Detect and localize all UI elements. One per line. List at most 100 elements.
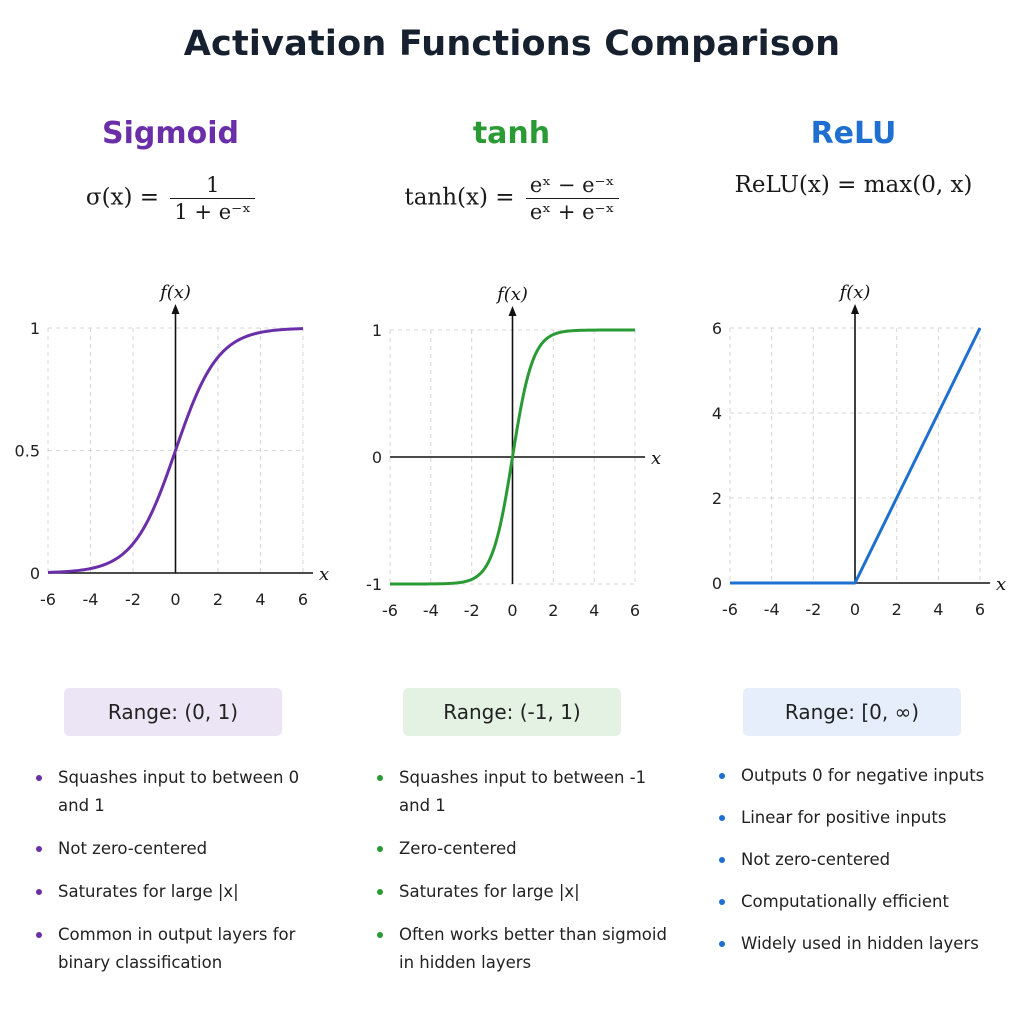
- y-tick-label: 0: [712, 574, 722, 593]
- bullet-list: Squashes input to between 0 and 1 Not ze…: [34, 764, 334, 977]
- list-item: Widely used in hidden layers: [717, 930, 1017, 958]
- chart-sigmoid: f(x) x -6 -4 -2 0 2 4 6 0 0.5 1: [15, 282, 330, 609]
- bullet-text: Zero-centered: [399, 839, 517, 858]
- range-badge: Range: (0, 1): [64, 688, 282, 736]
- x-tick-label: 4: [255, 590, 265, 609]
- bullet-text: Saturates for large |x|: [399, 882, 580, 901]
- x-tick-label: 0: [170, 590, 180, 609]
- x-tick-label: 0: [507, 601, 517, 620]
- y-axis-label: f(x): [158, 282, 191, 303]
- panel-tanh: tanh tanh(x) = eˣ − e⁻ˣ eˣ + e⁻ˣ f(x) x -6…: [341, 0, 682, 1024]
- bullet-text: Squashes input to between 0 and 1: [58, 768, 300, 815]
- x-tick-label: -6: [40, 590, 56, 609]
- function-name: Sigmoid: [102, 116, 239, 151]
- bullet-dot-icon: [719, 815, 725, 821]
- list-item: Zero-centered: [375, 835, 675, 863]
- formula-lhs: ReLU(x) = max(0, x): [734, 172, 973, 198]
- bullet-dot-icon: [36, 846, 42, 852]
- bullet-text: Often works better than sigmoid in hidde…: [399, 925, 667, 972]
- x-tick-label: -4: [423, 601, 439, 620]
- list-item: Squashes input to between -1 and 1: [375, 764, 675, 820]
- formula-denominator: eˣ + e⁻ˣ: [529, 200, 615, 224]
- y-tick-label: -1: [366, 575, 382, 594]
- list-item: Saturates for large |x|: [375, 878, 675, 906]
- list-item: Computationally efficient: [717, 888, 1017, 916]
- range-badge: Range: (-1, 1): [403, 688, 621, 736]
- y-tick-label: 0.5: [15, 442, 40, 461]
- bullet-dot-icon: [36, 775, 42, 781]
- bullet-dot-icon: [377, 889, 383, 895]
- x-tick-label: 4: [589, 601, 599, 620]
- bullet-dot-icon: [719, 941, 725, 947]
- bullet-text: Not zero-centered: [741, 850, 891, 869]
- list-item: Not zero-centered: [34, 835, 334, 863]
- list-item: Common in output layers for binary class…: [34, 921, 334, 977]
- x-tick-label: 6: [298, 590, 308, 609]
- y-tick-label: 1: [372, 321, 382, 340]
- bullet-dot-icon: [36, 889, 42, 895]
- x-tick-label: -4: [83, 590, 99, 609]
- series-line: [729, 327, 982, 585]
- y-tick-label: 6: [712, 319, 722, 338]
- bullet-dot-icon: [377, 775, 383, 781]
- bullet-text: Linear for positive inputs: [741, 808, 947, 827]
- y-axis-arrow-icon: [508, 306, 517, 316]
- series-line: [47, 327, 304, 574]
- bullet-text: Computationally efficient: [741, 892, 949, 911]
- y-axis-label: f(x): [495, 284, 528, 305]
- page-title: Activation Functions Comparison: [183, 24, 841, 64]
- formula: tanh(x) = eˣ − e⁻ˣ eˣ + e⁻ˣ: [341, 172, 682, 225]
- x-tick-label: -6: [382, 601, 398, 620]
- bullet-list: Squashes input to between -1 and 1 Zero-…: [375, 764, 675, 977]
- bullet-text: Outputs 0 for negative inputs: [741, 766, 985, 785]
- chart-tanh: f(x) x -6 -4 -2 0 2 4 6 -1 0 1: [366, 284, 661, 620]
- y-tick-label: 0: [30, 564, 40, 583]
- x-tick-label: -6: [722, 600, 738, 619]
- y-tick-label: 0: [372, 448, 382, 467]
- list-item: Often works better than sigmoid in hidde…: [375, 921, 675, 977]
- chart-relu: f(x) x -6 -4 -2 0 2 4 6 0 2 4 6: [712, 282, 1006, 619]
- formula: σ(x) = 1 1 + e⁻ˣ: [0, 172, 341, 225]
- formula-numerator: eˣ − e⁻ˣ: [525, 172, 619, 199]
- y-axis-arrow-icon: [851, 304, 859, 314]
- x-tick-label: -2: [464, 601, 480, 620]
- y-axis-arrow-icon: [171, 304, 180, 314]
- bullet-dot-icon: [719, 857, 725, 863]
- y-tick-label: 2: [712, 489, 722, 508]
- list-item: Outputs 0 for negative inputs: [717, 762, 1017, 790]
- x-tick-label: 6: [630, 601, 640, 620]
- formula: ReLU(x) = max(0, x): [683, 172, 1024, 198]
- x-tick-label: 0: [850, 600, 860, 619]
- panel-sigmoid: Sigmoid σ(x) = 1 1 + e⁻ˣ f(x) x -6 -4 -2 0 2 4 6…: [0, 0, 341, 1024]
- x-axis-label: x: [651, 448, 661, 469]
- bullet-text: Common in output layers for binary class…: [58, 925, 296, 972]
- list-item: Saturates for large |x|: [34, 878, 334, 906]
- formula-lhs: tanh(x) =: [404, 184, 515, 211]
- x-tick-label: -4: [764, 600, 780, 619]
- formula-fraction: eˣ − e⁻ˣ eˣ + e⁻ˣ: [525, 172, 619, 225]
- list-item: Not zero-centered: [717, 846, 1017, 874]
- function-name: ReLU: [810, 116, 897, 151]
- formula-fraction: 1 1 + e⁻ˣ: [170, 172, 256, 225]
- bullet-list: Outputs 0 for negative inputs Linear for…: [717, 762, 1017, 958]
- y-axis-label: f(x): [838, 282, 871, 303]
- bullet-dot-icon: [377, 846, 383, 852]
- formula-denominator: 1 + e⁻ˣ: [174, 200, 252, 224]
- bullet-dot-icon: [719, 773, 725, 779]
- x-tick-label: 2: [892, 600, 902, 619]
- formula-numerator: 1: [170, 172, 256, 199]
- bullet-dot-icon: [719, 899, 725, 905]
- x-tick-label: 4: [933, 600, 943, 619]
- x-tick-label: 2: [213, 590, 223, 609]
- function-name: tanh: [472, 116, 551, 151]
- x-tick-label: -2: [805, 600, 821, 619]
- x-axis-label: x: [319, 564, 329, 585]
- bullet-dot-icon: [377, 932, 383, 938]
- x-tick-label: -2: [125, 590, 141, 609]
- bullet-text: Squashes input to between -1 and 1: [399, 768, 647, 815]
- formula-lhs: σ(x) =: [85, 184, 160, 211]
- panel-relu: ReLU ReLU(x) = max(0, x) f(x) x -6 -4 -2 0 2 4 6…: [683, 0, 1024, 1024]
- x-tick-label: 2: [548, 601, 558, 620]
- bullet-dot-icon: [36, 932, 42, 938]
- bullet-text: Widely used in hidden layers: [741, 934, 979, 953]
